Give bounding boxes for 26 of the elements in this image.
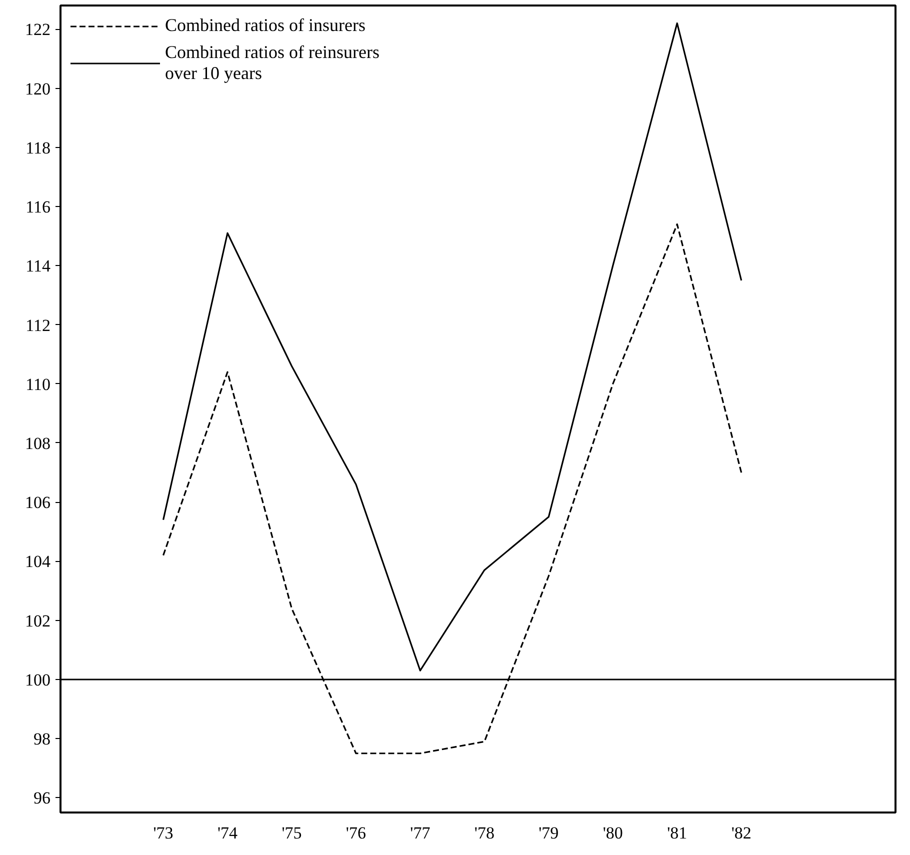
y-tick-label: 104 <box>25 552 51 572</box>
y-tick-label: 118 <box>26 138 51 158</box>
y-tick-label: 116 <box>26 198 51 217</box>
x-tick-label: '81 <box>667 824 688 842</box>
y-tick-label: 100 <box>25 670 50 690</box>
x-tick-label: '76 <box>346 824 366 842</box>
x-tick-label: '78 <box>474 824 494 842</box>
legend-label: Combined ratios of reinsurers over 10 years <box>165 42 380 84</box>
y-tick-label: 112 <box>26 316 51 335</box>
x-tick-label: '73 <box>153 824 174 842</box>
x-tick-label: '82 <box>731 824 752 842</box>
y-tick-label: 120 <box>25 79 50 98</box>
y-tick-label: 110 <box>26 374 51 394</box>
y-tick-label: 102 <box>25 611 50 630</box>
x-tick-label: '79 <box>538 824 559 842</box>
x-tick-label: '77 <box>410 824 431 842</box>
x-tick-label: '74 <box>217 824 238 842</box>
y-tick-label: 122 <box>25 20 50 40</box>
x-tick-label: '80 <box>602 824 623 842</box>
y-tick-label: 114 <box>26 256 51 276</box>
y-tick-label: 106 <box>25 493 50 512</box>
y-tick-label: 108 <box>25 434 50 453</box>
y-tick-label: 98 <box>34 730 50 749</box>
x-tick-label: '75 <box>282 824 302 842</box>
y-tick-label: 96 <box>34 788 50 808</box>
legend-label: Combined ratios of insurers <box>165 15 366 36</box>
